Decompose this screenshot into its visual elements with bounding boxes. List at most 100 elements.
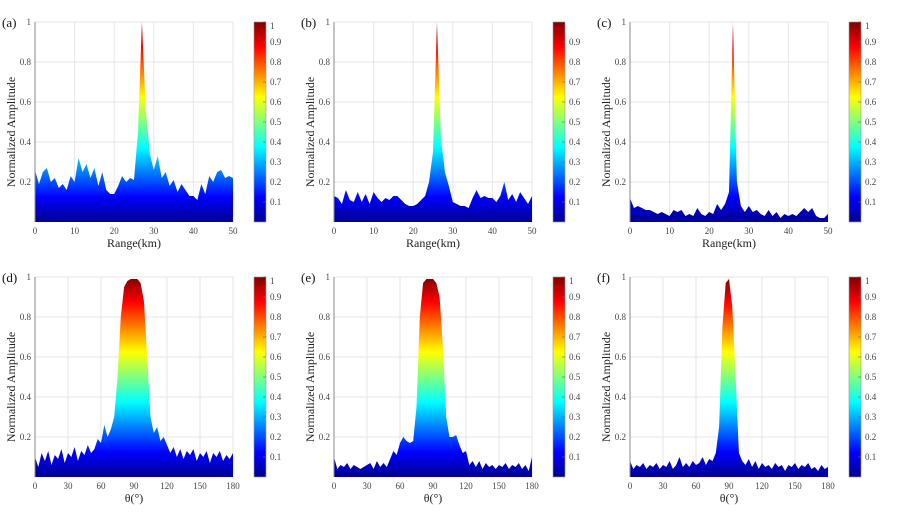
x-tick-label: 20 [110,226,120,236]
colorbar-tick-label: 0.1 [569,452,580,462]
colorbar-tick-label: 0.8 [865,312,877,322]
subplot-e: 0 30 60 90 120 150 180 0.2 0.4 0.6 0.8 1 θ(°) Normali… [301,270,581,505]
colorbar-tick-label: 0.9 [865,37,877,47]
y-tick-label: 0.2 [20,432,31,442]
colorbar-tick-label: 0.2 [569,177,580,187]
panel-label: (a) [2,15,16,30]
y-tick-label: 0.4 [20,137,32,147]
y-tick-label: 0.2 [615,432,626,442]
y-tick-label: 1 [27,272,32,282]
colorbar-tick-label: 0.7 [569,332,581,342]
amplitude-area [334,279,532,477]
colorbar-tick-label: 0.1 [865,452,876,462]
x-tick-label: 10 [70,226,80,236]
colorbar-tick-label: 1 [865,276,870,286]
colorbar-tick-label: 1 [270,276,275,286]
colorbar-tick-label: 0.4 [569,137,581,147]
x-tick-label: 50 [528,226,538,236]
y-tick-label: 0.2 [319,432,330,442]
x-tick-label: 50 [229,226,239,236]
y-tick-label: 0.6 [20,97,32,107]
colorbar-tick-label: 0.4 [270,137,282,147]
colorbar-tick-label: 0.1 [270,197,281,207]
y-tick-label: 0.8 [319,57,331,67]
x-tick-label: 90 [725,481,735,491]
y-tick-label: 1 [622,17,627,27]
colorbar-tick-label: 0.9 [270,292,282,302]
x-tick-label: 0 [332,481,337,491]
colorbar-tick-label: 0.2 [270,177,281,187]
x-axis-label: θ(°) [424,491,443,505]
x-tick-label: 30 [659,481,669,491]
x-axis-label: Range(km) [702,236,756,250]
y-tick-label: 0.4 [319,392,331,402]
colorbar-tick-label: 0.8 [865,57,877,67]
y-tick-label: 0.6 [20,352,32,362]
colorbar-tick-label: 0.9 [569,292,581,302]
panel-label: (f) [597,270,610,285]
y-tick-label: 0.8 [319,312,331,322]
x-tick-label: 10 [369,226,379,236]
y-tick-label: 0.4 [20,392,32,402]
panel-label: (c) [597,15,611,30]
colorbar-tick-label: 0.9 [865,292,877,302]
amplitude-area [630,22,828,222]
y-axis-label: Normalized Amplitude [303,332,317,442]
x-tick-label: 0 [628,481,633,491]
amplitude-area [630,279,828,477]
y-tick-label: 0.2 [319,177,330,187]
x-tick-label: 40 [488,226,498,236]
x-tick-label: 60 [692,481,702,491]
colorbar-tick-label: 0.5 [569,372,581,382]
colorbar-tick-label: 0.9 [270,37,282,47]
y-tick-label: 0.6 [319,352,331,362]
subplot-d: 0 30 60 90 120 150 180 0.2 0.4 0.6 0.8 1 θ(°) Normali… [2,270,282,505]
panel-label: (e) [301,270,315,285]
colorbar-tick-label: 0.1 [865,197,876,207]
colorbar-tick-label: 0.2 [865,432,876,442]
x-tick-label: 30 [744,226,754,236]
colorbar-tick-label: 0.1 [569,197,580,207]
x-tick-label: 60 [97,481,107,491]
x-tick-label: 30 [149,226,159,236]
colorbar-tick-label: 0.3 [865,157,877,167]
colorbar-tick-label: 0.5 [270,117,282,127]
colorbar-tick-label: 0.8 [270,312,282,322]
x-tick-label: 0 [332,226,337,236]
colorbar-tick-label: 0.6 [569,97,581,107]
x-tick-label: 30 [363,481,373,491]
colorbar-tick-label: 0.6 [270,352,282,362]
colorbar-tick-label: 0.7 [865,332,877,342]
y-tick-label: 1 [27,17,32,27]
colorbar-tick-label: 0.5 [270,372,282,382]
y-tick-label: 0.6 [319,97,331,107]
x-tick-label: 10 [665,226,675,236]
colorbar-tick-label: 0.3 [270,412,282,422]
colorbar-tick-label: 0.8 [569,312,581,322]
y-tick-label: 0.8 [20,312,32,322]
x-tick-label: 0 [33,226,38,236]
x-tick-label: 60 [396,481,406,491]
colorbar-tick-label: 0.3 [569,157,581,167]
x-tick-label: 20 [705,226,715,236]
y-tick-label: 0.4 [615,137,627,147]
y-axis-label: Normalized Amplitude [303,77,317,187]
colorbar-tick-label: 0.4 [270,392,282,402]
colorbar-tick-label: 0.6 [270,97,282,107]
subplot-b: 0 10 20 30 40 50 0.2 0.4 0.6 0.8 1 Range(km) Normali… [301,15,581,250]
x-tick-label: 150 [193,481,207,491]
x-tick-label: 0 [33,481,38,491]
y-tick-label: 0.2 [20,177,31,187]
x-tick-label: 120 [459,481,473,491]
colorbar-tick-label: 0.3 [270,157,282,167]
x-tick-label: 30 [64,481,74,491]
x-tick-label: 90 [429,481,439,491]
panel-label: (b) [301,15,316,30]
x-axis-label: θ(°) [125,491,144,505]
panel-label: (d) [2,270,17,285]
x-tick-label: 180 [821,481,835,491]
colorbar-tick-label: 1 [569,276,574,286]
colorbar-tick-label: 0.3 [569,412,581,422]
x-tick-label: 180 [226,481,240,491]
